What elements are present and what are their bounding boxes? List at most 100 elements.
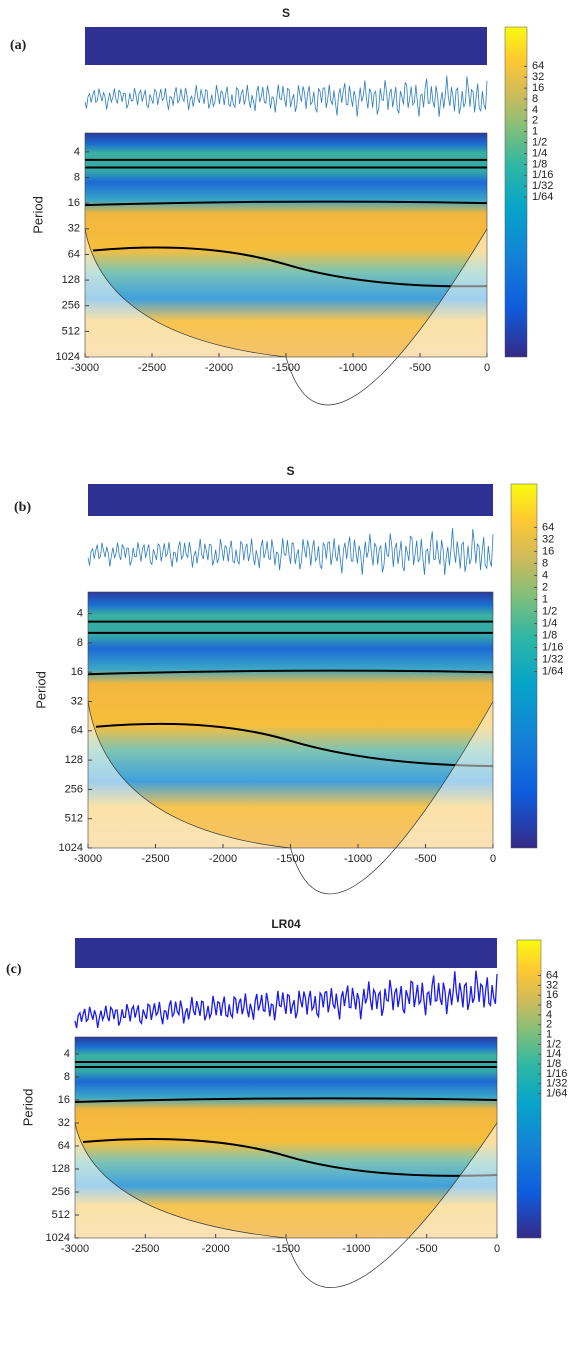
x-tick-label: -2500 xyxy=(138,362,166,374)
colorbar-tick-label: 16 xyxy=(542,545,554,557)
colorbar-tick-label: 1/16 xyxy=(542,642,563,654)
colorbar-tick-label: 1/4 xyxy=(542,617,557,629)
y-tick-label: 16 xyxy=(58,1094,70,1106)
y-tick-label: 8 xyxy=(74,171,80,183)
y-tick-label: 64 xyxy=(68,248,80,260)
colorbar-tick-label: 64 xyxy=(546,969,558,981)
y-tick-label: 64 xyxy=(58,1140,70,1152)
colorbar-tick-label: 1 xyxy=(542,593,548,605)
series-box xyxy=(88,516,493,590)
x-tick-label: 0 xyxy=(490,853,496,865)
y-tick-label: 4 xyxy=(74,146,80,158)
colorbar-tick-label: 1/2 xyxy=(542,605,557,617)
colorbar-tick-label: 1/64 xyxy=(532,191,553,203)
x-tick-label: 0 xyxy=(484,362,490,374)
y-tick-label: 8 xyxy=(77,637,83,649)
signal-trace xyxy=(74,970,498,1029)
colorbar-tick-label: 1/64 xyxy=(546,1088,567,1100)
top-strip xyxy=(75,938,497,968)
colorbar-tick-label: 8 xyxy=(542,557,548,569)
x-tick-label: -1000 xyxy=(339,362,367,374)
colorbar-tick-label: 1/32 xyxy=(542,654,563,666)
top-strip xyxy=(85,27,487,65)
colorbar-tick-label: 32 xyxy=(542,533,554,545)
y-tick-label: 512 xyxy=(62,325,80,337)
y-tick-label: 32 xyxy=(71,695,83,707)
y-tick-label: 1024 xyxy=(59,842,83,854)
x-tick-label: -1500 xyxy=(272,1243,300,1255)
colorbar-tick-label: 32 xyxy=(546,979,558,991)
panel-label: (c) xyxy=(6,962,22,977)
y-tick-label: 256 xyxy=(52,1186,70,1198)
signal-trace xyxy=(84,75,488,117)
y-tick-label: 16 xyxy=(68,197,80,209)
colorbar-tick-label: 32 xyxy=(532,71,544,83)
colorbar-tick-label: 16 xyxy=(546,989,558,1001)
colorbar-tick-label: 1/16 xyxy=(532,169,553,181)
significance-contour xyxy=(84,158,488,288)
top-strip xyxy=(88,484,493,516)
y-tick-label: 128 xyxy=(65,754,83,766)
panel-label: (b) xyxy=(14,500,31,515)
colorbar-tick-label: 4 xyxy=(546,1009,552,1021)
coi-edge xyxy=(84,228,488,406)
panel-title: LR04 xyxy=(271,917,301,931)
significance-contour xyxy=(74,1060,498,1177)
x-tick-label: 0 xyxy=(494,1243,500,1255)
y-axis-label: Period xyxy=(33,671,48,709)
colorbar-tick-label: 64 xyxy=(542,521,554,533)
colorbar-tick-label: 1/64 xyxy=(542,666,563,678)
colorbar-tick-label: 1/32 xyxy=(546,1078,567,1090)
colorbar xyxy=(516,939,542,1239)
y-tick-label: 128 xyxy=(52,1163,70,1175)
power-spectrum xyxy=(88,592,493,848)
colorbar-tick-label: 64 xyxy=(532,60,544,72)
colorbar-tick-label: 8 xyxy=(532,93,538,105)
y-tick-label: 4 xyxy=(77,607,83,619)
colorbar-tick-label: 1/32 xyxy=(532,180,553,192)
colorbar-tick-label: 4 xyxy=(542,569,548,581)
colorbar-tick-label: 1/4 xyxy=(546,1048,561,1060)
x-tick-label: -500 xyxy=(414,853,436,865)
x-tick-label: -2000 xyxy=(205,362,233,374)
signal-trace xyxy=(87,528,494,576)
significance-contour xyxy=(87,620,494,768)
colorbar-tick-label: 1 xyxy=(546,1028,552,1040)
x-tick-label: -3000 xyxy=(61,1243,89,1255)
y-tick-label: 128 xyxy=(62,274,80,286)
cone-of-influence xyxy=(85,133,487,406)
y-tick-label: 32 xyxy=(68,223,80,235)
colorbar-tick-label: 1/2 xyxy=(532,137,547,149)
y-tick-label: 4 xyxy=(64,1048,70,1060)
y-tick-label: 16 xyxy=(71,666,83,678)
colorbar-tick-label: 1 xyxy=(532,126,538,138)
colorbar-tick-label: 1/8 xyxy=(542,629,557,641)
y-tick-label: 1024 xyxy=(56,351,80,363)
cone-of-influence xyxy=(75,1037,497,1288)
x-tick-label: -1000 xyxy=(342,1243,370,1255)
colorbar-tick-label: 1/8 xyxy=(532,158,547,170)
colorbar-tick-label: 8 xyxy=(546,999,552,1011)
series-box xyxy=(85,65,487,130)
y-tick-label: 8 xyxy=(64,1071,70,1083)
x-tick-label: -3000 xyxy=(71,362,99,374)
colorbar-tick-label: 4 xyxy=(532,104,538,116)
colorbar-tick-label: 2 xyxy=(546,1019,552,1031)
colorbar-tick-label: 1/16 xyxy=(546,1068,567,1080)
y-axis-label: Period xyxy=(30,196,45,234)
colorbar-tick-label: 1/2 xyxy=(546,1038,561,1050)
panel-title: S xyxy=(282,6,290,20)
panel-label: (a) xyxy=(10,38,27,53)
y-tick-label: 512 xyxy=(52,1209,70,1221)
x-tick-label: -1000 xyxy=(344,853,372,865)
y-tick-label: 256 xyxy=(62,300,80,312)
colorbar-tick-label: 2 xyxy=(542,581,548,593)
y-tick-label: 1024 xyxy=(46,1232,70,1244)
colorbar-tick-label: 1/4 xyxy=(532,147,547,159)
colorbar-tick-label: 2 xyxy=(532,115,538,127)
y-axis-label: Period xyxy=(20,1089,35,1127)
colorbar-tick-label: 16 xyxy=(532,82,544,94)
y-tick-label: 256 xyxy=(65,783,83,795)
x-tick-label: -3000 xyxy=(74,853,102,865)
